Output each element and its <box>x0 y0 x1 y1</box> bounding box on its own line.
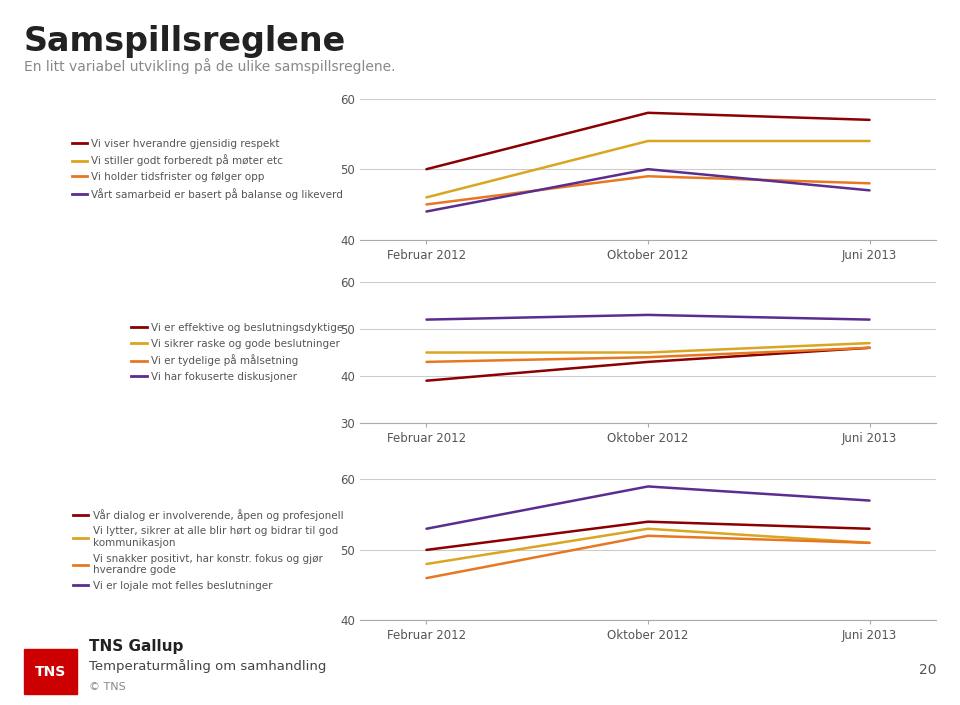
Text: TNS Gallup: TNS Gallup <box>89 639 183 654</box>
Text: Samspillsreglene: Samspillsreglene <box>24 25 347 58</box>
Text: 20: 20 <box>919 663 936 677</box>
Text: En litt variabel utvikling på de ulike samspillsreglene.: En litt variabel utvikling på de ulike s… <box>24 58 396 74</box>
Legend: Vår dialog er involverende, åpen og profesjonell, Vi lytter, sikrer at alle blir: Vår dialog er involverende, åpen og prof… <box>73 509 344 591</box>
Legend: Vi er effektive og beslutningsdyktige, Vi sikrer raske og gode beslutninger, Vi : Vi er effektive og beslutningsdyktige, V… <box>132 323 344 382</box>
Legend: Vi viser hverandre gjensidig respekt, Vi stiller godt forberedt på møter etc, Vi: Vi viser hverandre gjensidig respekt, Vi… <box>72 139 344 200</box>
Text: TNS: TNS <box>35 665 66 678</box>
Text: Temperaturmåling om samhandling: Temperaturmåling om samhandling <box>89 659 326 673</box>
Text: © TNS: © TNS <box>89 682 126 692</box>
